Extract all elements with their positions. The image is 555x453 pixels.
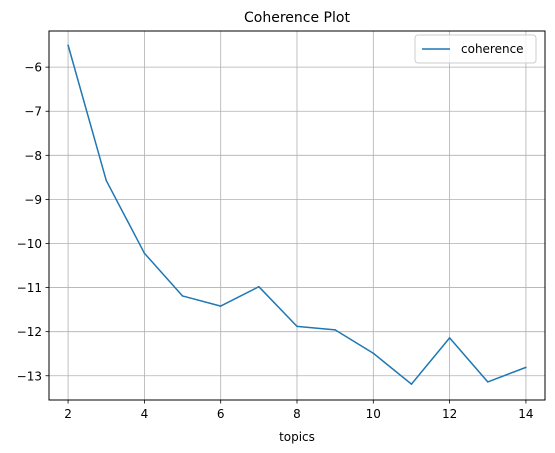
data-point xyxy=(334,329,336,331)
x-axis-label: topics xyxy=(279,430,315,444)
data-point xyxy=(296,325,298,328)
x-tick-label: 14 xyxy=(518,407,533,421)
y-tick-label: −13 xyxy=(17,369,42,383)
data-point xyxy=(525,366,527,369)
x-tick-label: 6 xyxy=(217,407,225,421)
data-point xyxy=(258,285,260,288)
chart-title: Coherence Plot xyxy=(244,10,350,26)
data-point xyxy=(219,305,222,307)
data-point xyxy=(448,337,451,339)
data-point xyxy=(181,295,184,297)
x-tick-label: 4 xyxy=(141,407,149,421)
data-point xyxy=(143,252,146,254)
grid-lines xyxy=(49,31,545,400)
data-point xyxy=(372,352,375,355)
x-tick-label: 12 xyxy=(442,407,457,421)
plot-frame xyxy=(48,30,546,401)
y-tick-label: −11 xyxy=(17,281,42,295)
y-tick-label: −6 xyxy=(24,61,42,75)
data-point xyxy=(105,179,107,182)
data-point xyxy=(410,383,413,385)
y-tick-label: −8 xyxy=(24,149,42,163)
x-tick-label: 2 xyxy=(64,407,72,421)
y-tick-label: −10 xyxy=(17,237,42,251)
legend-label-coherence: coherence xyxy=(461,42,524,56)
x-tick-label: 10 xyxy=(366,407,381,421)
y-tick-label: −12 xyxy=(17,325,42,339)
legend-box xyxy=(414,34,537,64)
x-tick-label: 8 xyxy=(293,407,301,421)
y-tick-label: −9 xyxy=(24,193,42,207)
y-axis-ticks: −6 −7 −8 −9 −10 −11 −12 −13 xyxy=(17,61,49,383)
series-layer xyxy=(67,44,527,385)
data-point xyxy=(487,381,489,383)
legend: coherence xyxy=(414,34,537,64)
y-tick-label: −7 xyxy=(24,105,42,119)
data-point xyxy=(67,44,69,46)
x-axis-ticks: 2 4 6 8 10 12 14 xyxy=(64,400,534,421)
